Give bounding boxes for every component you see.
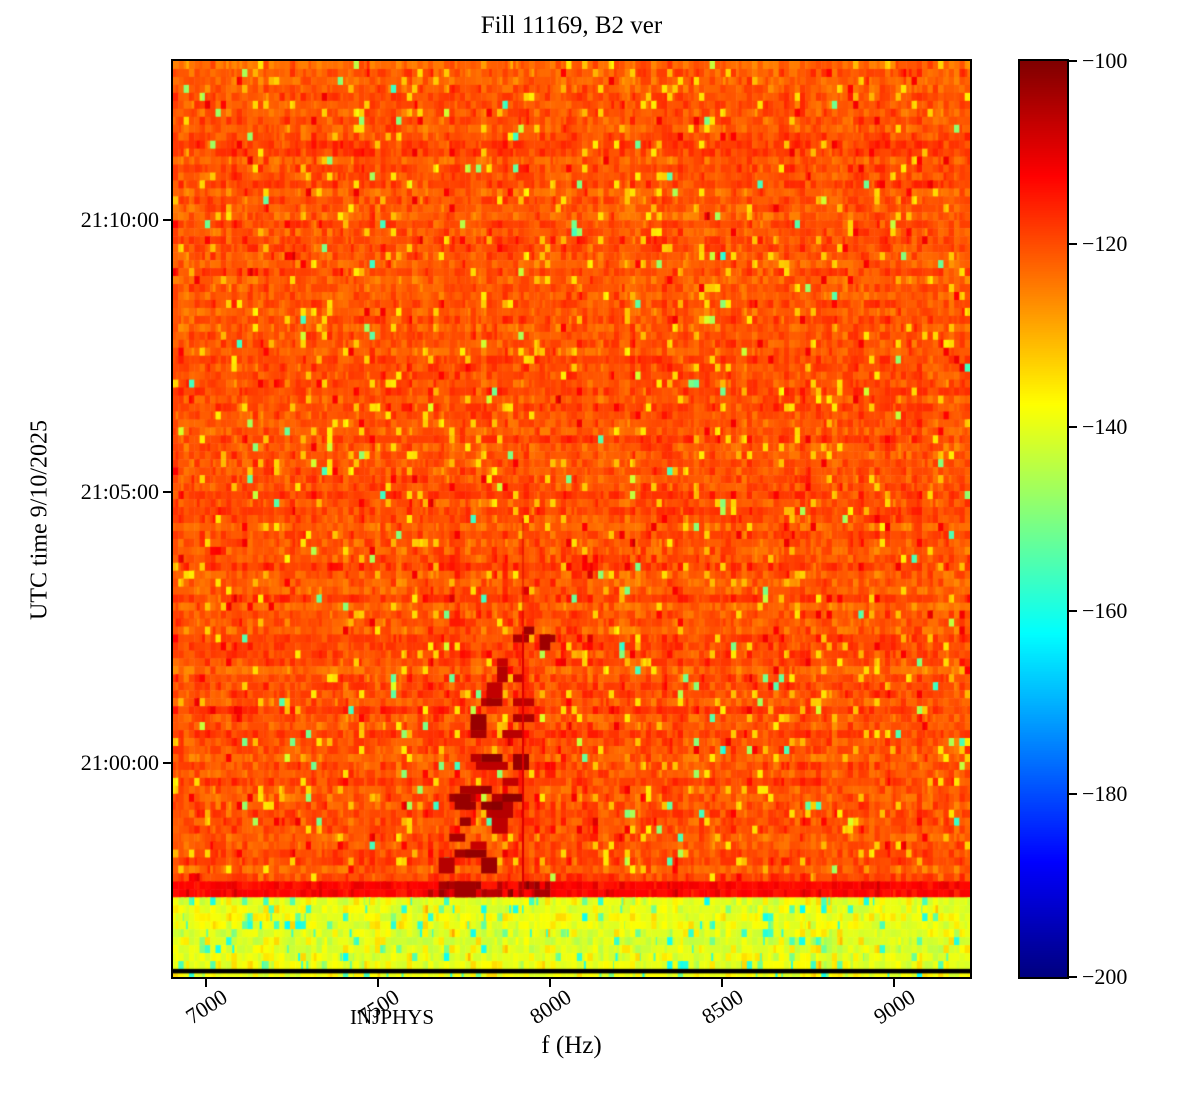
colorbar-tick-label: −160: [1082, 597, 1128, 623]
x-tick: [548, 979, 551, 987]
y-tick-label: 21:05:00: [80, 478, 159, 504]
x-tick: [721, 979, 724, 987]
chart-title: Fill 11169, B2 ver: [480, 12, 663, 39]
injphys-annotation: INJPHYS: [350, 1005, 435, 1029]
x-tick: [376, 979, 379, 987]
y-tick-label: 21:10:00: [80, 207, 159, 233]
colorbar-tick: [1069, 976, 1077, 978]
colorbar-tick-label: −140: [1082, 414, 1128, 440]
y-tick: [163, 219, 171, 222]
colorbar-tick-label: −200: [1082, 964, 1128, 989]
y-tick: [163, 490, 171, 493]
colorbar-tick: [1069, 426, 1077, 429]
y-tick: [163, 762, 171, 765]
x-tick: [204, 979, 207, 987]
colorbar-tick: [1069, 792, 1077, 795]
colorbar-tick-label: −180: [1082, 780, 1128, 806]
colorbar-canvas: [1020, 61, 1067, 977]
x-tick: [893, 979, 896, 987]
x-axis-label: f (Hz): [541, 1032, 602, 1059]
colorbar-tick-label: −100: [1082, 48, 1128, 73]
y-axis-label: UTC time 9/10/2025: [26, 420, 53, 620]
colorbar-tick: [1069, 243, 1077, 246]
colorbar-tick: [1069, 609, 1077, 612]
y-tick-label: 21:00:00: [80, 750, 159, 776]
colorbar-tick-label: −120: [1082, 231, 1128, 257]
spectrogram-canvas: [173, 61, 970, 977]
colorbar-tick: [1069, 60, 1077, 62]
plot-area: INJPHYS: [171, 59, 972, 1029]
colorbar: [1018, 59, 1069, 979]
